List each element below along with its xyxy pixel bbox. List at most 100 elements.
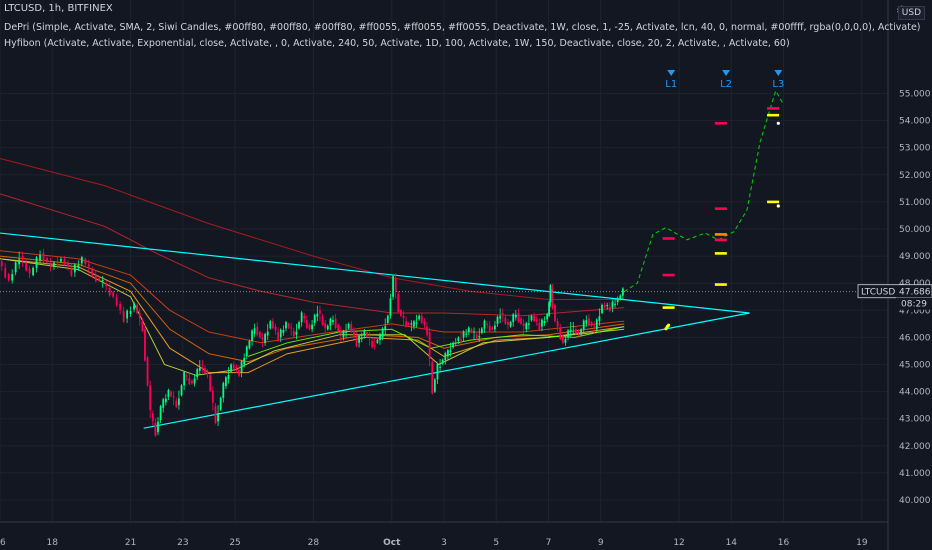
candle-body bbox=[91, 269, 94, 277]
candle-body bbox=[462, 331, 465, 338]
candle-body bbox=[251, 330, 253, 342]
price-series bbox=[0, 248, 624, 437]
candle-body bbox=[80, 257, 83, 264]
point-marker bbox=[776, 204, 780, 208]
x-tick-label: 28 bbox=[308, 538, 320, 548]
candle-body bbox=[611, 301, 614, 308]
indicator-depri-legend[interactable]: DePri (Simple, Activate, SMA, 2, Siwi Ca… bbox=[4, 22, 921, 33]
candle-body bbox=[324, 322, 327, 328]
currency-label[interactable]: USD bbox=[897, 6, 925, 20]
x-tick-label: 14 bbox=[726, 538, 738, 548]
candle-body bbox=[248, 341, 251, 349]
candle-body bbox=[115, 296, 118, 306]
candle-body bbox=[569, 329, 572, 332]
level-marker bbox=[714, 238, 727, 242]
candle-body bbox=[541, 319, 543, 327]
candle-body bbox=[593, 325, 596, 327]
trendline-2 bbox=[143, 312, 750, 429]
candle-body bbox=[439, 366, 441, 368]
y-tick-label: 46.000 bbox=[899, 333, 931, 343]
candle-body bbox=[209, 375, 212, 391]
candle-body bbox=[418, 315, 421, 320]
y-tick-label: 51.000 bbox=[899, 198, 931, 208]
candle-body bbox=[345, 331, 347, 333]
candle-body bbox=[144, 329, 146, 361]
level-markers: L1 L2 L3 bbox=[0, 69, 888, 331]
candle-body bbox=[303, 315, 306, 319]
candle-body bbox=[483, 320, 486, 329]
candle-body bbox=[366, 331, 368, 337]
candle-body bbox=[337, 324, 340, 332]
projection-path bbox=[623, 89, 784, 293]
candle-body bbox=[405, 321, 408, 327]
candle-body bbox=[146, 357, 149, 386]
level-marker bbox=[662, 306, 675, 309]
candle-body bbox=[42, 253, 45, 262]
y-tick-label: 49.000 bbox=[899, 252, 931, 262]
candle-body bbox=[141, 321, 144, 331]
countdown-label: 08:29 bbox=[901, 300, 927, 310]
candle-body bbox=[601, 304, 603, 314]
candle-body bbox=[371, 341, 374, 348]
candle-body bbox=[410, 323, 413, 325]
candle-body bbox=[376, 340, 379, 343]
level-marker bbox=[662, 237, 675, 240]
candle-body bbox=[18, 259, 21, 265]
y-tick-label: 52.000 bbox=[899, 171, 931, 181]
candle-body bbox=[136, 304, 139, 314]
candle-body bbox=[397, 294, 400, 312]
candle-body bbox=[35, 257, 38, 268]
candle-body bbox=[222, 382, 225, 398]
candle-body bbox=[282, 329, 285, 333]
candle-body bbox=[63, 258, 66, 265]
candle-body bbox=[138, 313, 141, 318]
candle-body bbox=[522, 323, 525, 327]
candle-body bbox=[151, 413, 154, 422]
level-label: L2 bbox=[720, 79, 732, 90]
symbol-title: LTCUSD, 1h, BITFINEX bbox=[4, 3, 113, 14]
candle-body bbox=[496, 316, 499, 324]
candle-body bbox=[614, 303, 616, 305]
candle-body bbox=[264, 333, 266, 343]
candle-body bbox=[316, 313, 319, 317]
last-price-tag bbox=[857, 284, 932, 299]
candle-body bbox=[332, 320, 334, 323]
candle-body bbox=[509, 322, 512, 327]
candle-body bbox=[279, 329, 282, 338]
indicator-hyfibon-legend[interactable]: Hyfibon (Activate, Activate, Exponential… bbox=[4, 38, 790, 49]
candle-body bbox=[598, 316, 601, 322]
candle-body bbox=[527, 323, 530, 325]
candle-body bbox=[525, 323, 528, 330]
candle-body bbox=[164, 398, 167, 403]
candle-body bbox=[329, 318, 332, 326]
candle-body bbox=[32, 267, 34, 276]
candle-body bbox=[227, 374, 230, 379]
candle-body bbox=[428, 331, 431, 359]
candle-body bbox=[603, 304, 606, 308]
candle-body bbox=[517, 313, 520, 322]
x-tick-label: 3 bbox=[441, 538, 447, 548]
candle-body bbox=[447, 350, 449, 357]
candle-body bbox=[420, 315, 423, 323]
candle-body bbox=[46, 257, 48, 263]
candle-body bbox=[460, 339, 462, 341]
candle-body bbox=[407, 322, 410, 325]
candle-body bbox=[580, 329, 583, 335]
candle-body bbox=[520, 318, 522, 324]
candle-body bbox=[167, 389, 170, 398]
candle-body bbox=[585, 320, 588, 324]
level-marker bbox=[714, 122, 727, 125]
candle-body bbox=[554, 304, 556, 322]
trendlines bbox=[0, 232, 750, 429]
candle-body bbox=[465, 333, 468, 335]
candle-body bbox=[486, 323, 488, 325]
candle-body bbox=[206, 371, 209, 374]
candle-body bbox=[535, 319, 538, 322]
candle-body bbox=[39, 255, 41, 261]
candle-body bbox=[56, 264, 59, 266]
y-tick-label: 44.000 bbox=[899, 388, 931, 398]
candle-body bbox=[232, 364, 235, 369]
candle-body bbox=[84, 258, 87, 265]
ma-line-6 bbox=[0, 258, 625, 376]
